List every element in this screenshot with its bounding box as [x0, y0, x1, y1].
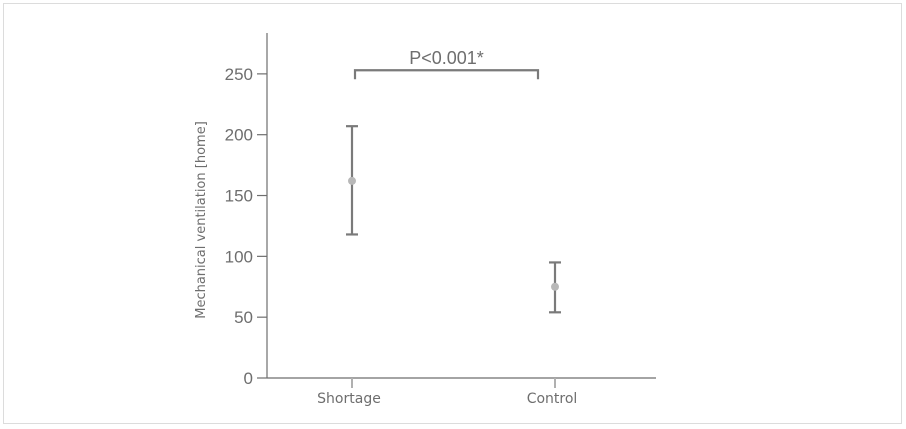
chart-frame	[3, 3, 902, 424]
y-tick-label: 250	[225, 65, 253, 84]
mean-point	[348, 176, 356, 185]
significance-bracket	[353, 69, 540, 80]
x-tick-label: Shortage	[317, 391, 381, 407]
x-tick-label: Control	[527, 391, 578, 407]
significance-label: P<0.001*	[409, 48, 484, 68]
y-tick-label: 100	[225, 247, 253, 266]
y-tick-label: 50	[234, 308, 253, 327]
y-tick-label: 200	[225, 126, 253, 145]
y-tick-label: 150	[225, 187, 253, 206]
data-marks	[346, 125, 561, 314]
mean-point	[551, 282, 559, 291]
significance-annotation: P<0.001*	[353, 48, 540, 80]
y-ticks: 0 50 100 150 200 250	[225, 65, 267, 388]
y-tick-label: 0	[244, 369, 253, 388]
x-ticks: Shortage Control	[317, 378, 577, 407]
y-axis-title: Mechanical ventilation [home]	[194, 121, 209, 319]
